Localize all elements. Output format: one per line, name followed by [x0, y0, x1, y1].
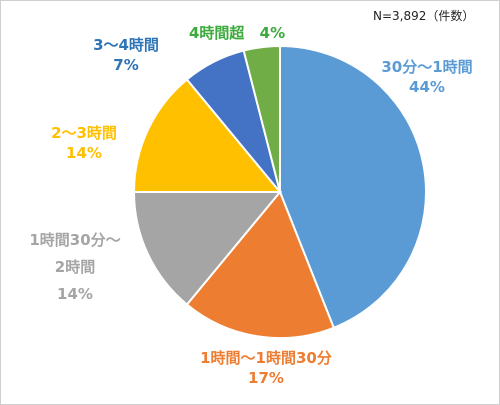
slice-label-category: 1時間～1時間30分: [200, 349, 332, 367]
pie-slice-1h-1h30: [185, 190, 336, 339]
slice-label-category: 4時間超: [189, 24, 245, 42]
slice-label-percent: 14%: [57, 285, 93, 303]
slice-label-1h-1h30: 1時間～1時間30分 17%: [151, 348, 381, 388]
slice-label-category: 2～3時間: [51, 124, 117, 142]
slice-label-3h-4h: 3～4時間 7%: [61, 35, 191, 75]
slice-label-percent: 7%: [113, 56, 139, 74]
slice-label-category: 3～4時間: [93, 36, 159, 54]
pie-slice-over-4h: [242, 44, 281, 193]
slice-label-percent: 44%: [409, 78, 445, 96]
slice-label-1h30-2h: 1時間30分～ 2時間 14%: [5, 227, 145, 308]
pie-slice-1h30-2h: [132, 191, 283, 306]
sample-size-note: N=3,892（件数）: [373, 9, 475, 23]
slice-label-30min-1h: 30分～1時間 44%: [357, 57, 497, 97]
slice-label-percent: 17%: [248, 369, 284, 387]
pie-slice-2h-3h: [132, 78, 283, 193]
slice-label-category: 30分～1時間: [381, 58, 473, 76]
slice-label-category-line1: 1時間30分～: [29, 231, 121, 249]
slice-label-2h-3h: 2～3時間 14%: [29, 123, 139, 163]
pie-slice-30min-1h: [279, 44, 427, 330]
slice-label-percent: 14%: [66, 144, 102, 162]
slice-label-category-line2: 2時間: [54, 258, 96, 276]
slice-label-over-4h: 4時間超 4%: [189, 23, 349, 43]
slice-label-percent: 4%: [259, 24, 286, 42]
